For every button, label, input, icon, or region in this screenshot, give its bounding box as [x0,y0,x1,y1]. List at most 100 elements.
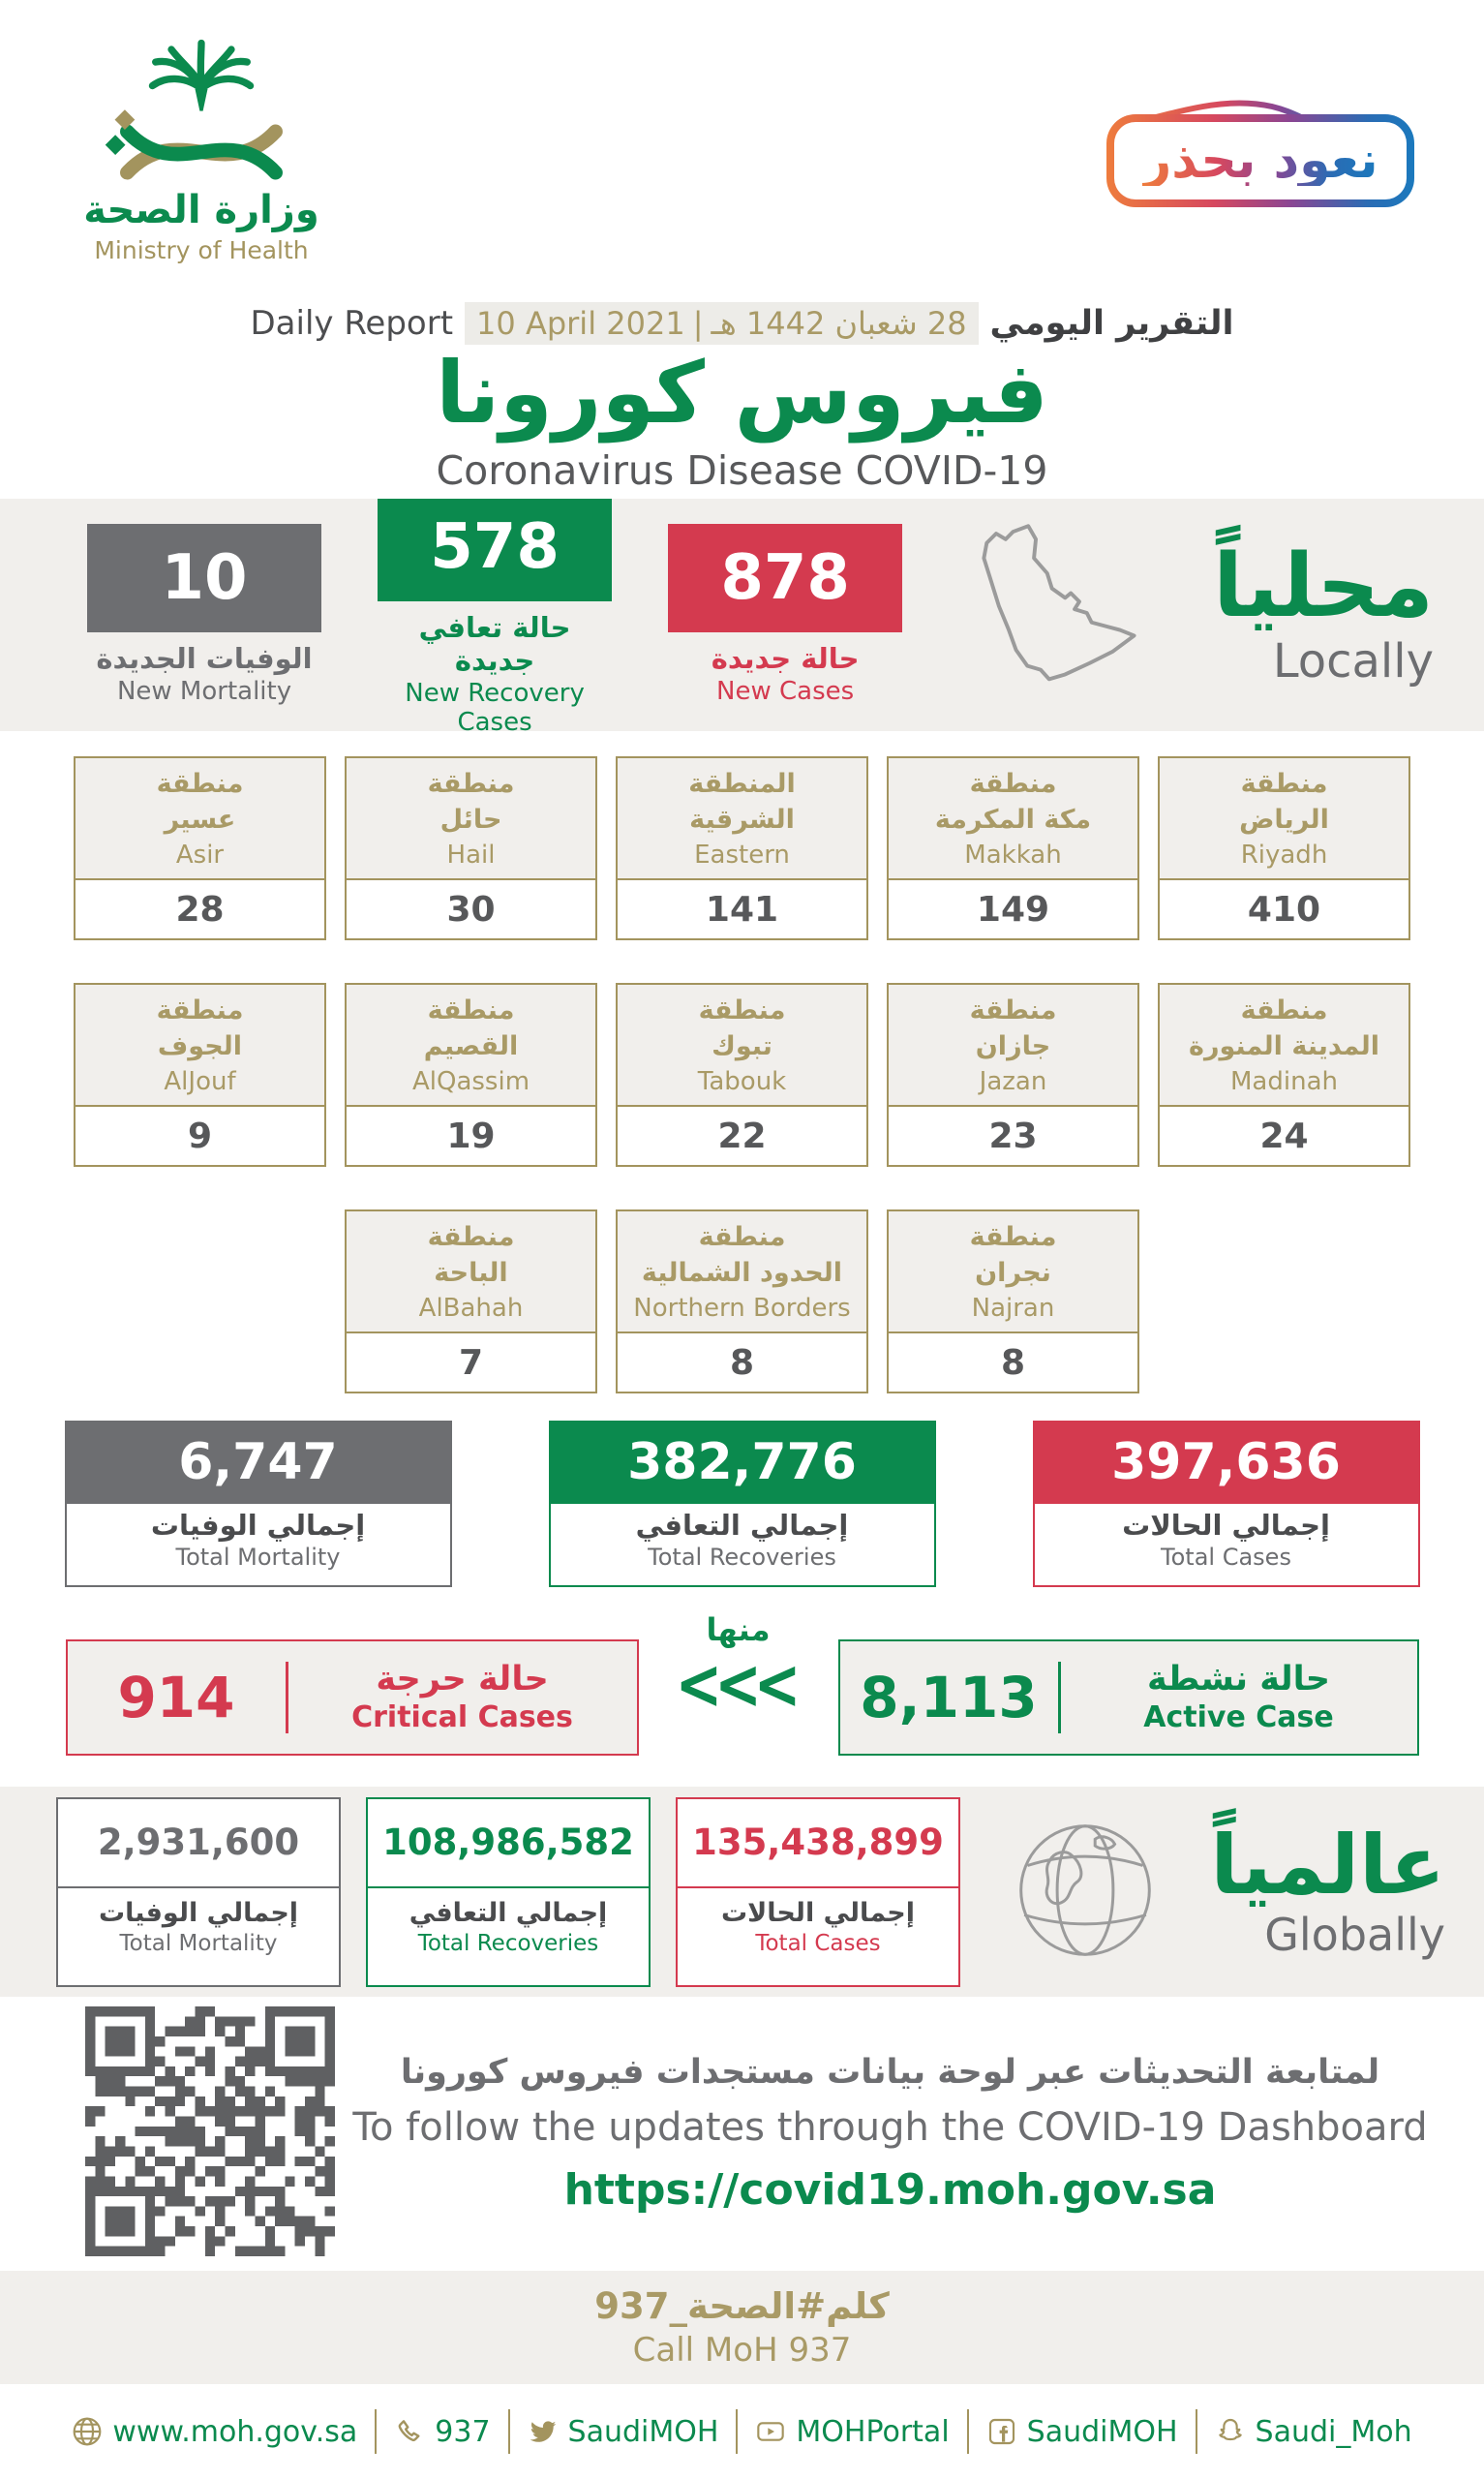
region-name-en: AlJouf [164,1066,236,1096]
total-recoveries-label-ar: إجمالي التعافي [635,1509,849,1542]
total-recoveries-label-en: Total Recoveries [648,1544,836,1571]
footer-link-snapchat[interactable]: Saudi_Moh [1215,2415,1412,2449]
footer-link-phone[interactable]: 937 [394,2414,491,2449]
new-recovery-label-en: New Recovery Cases [405,679,585,737]
region-card-hail: منطقة حائل Hail 30 [345,756,597,940]
region-name-en: Madinah [1230,1066,1338,1096]
new-recovery-stat: 578 حالة تعافي جديدة New Recovery Cases [378,493,613,737]
total-mortality-value: 6,747 [64,1421,452,1504]
dashboard-note-ar: لمتابعة التحديثات عبر لوحة بيانات مستجدا… [400,2053,1380,2092]
region-value: 141 [705,889,779,930]
region-name-ar: منطقة مكة المكرمة [934,769,1092,835]
call-hashtag-ar: كلم#الصحة_937 [594,2285,890,2327]
page-title-arabic: فيروس كورونا [436,343,1048,443]
region-card-alqassim: منطقة القصيم AlQassim 19 [345,983,597,1167]
footer-link-twitter[interactable]: SaudiMOH [528,2414,719,2449]
dashboard-section: لمتابعة التحديثات عبر لوحة بيانات مستجدا… [0,1997,1484,2271]
locally-heading: محلياً Locally [1213,535,1439,689]
region-card-northern-borders: منطقة الحدود الشمالية Northern Borders 8 [616,1209,868,1393]
region-card-makkah: منطقة مكة المكرمة Makkah 149 [887,756,1139,940]
region-value: 149 [976,889,1050,930]
footer-links: www.moh.gov.sa 937 SaudiMOH [0,2384,1484,2479]
critical-cases-label-en: Critical Cases [351,1700,573,1734]
daily-report-english: Daily Report [250,304,454,343]
footer-link-label: SaudiMOH [567,2414,719,2449]
new-mortality-value: 10 [87,524,322,632]
footer-link-label: SaudiMOH [1026,2414,1178,2449]
region-name-ar: منطقة عسير [156,769,244,835]
call-moh-strip: كلم#الصحة_937 Call MoH 937 [0,2271,1484,2384]
region-card-eastern: المنطقة الشرقية Eastern 141 [616,756,868,940]
page-title-english: Coronavirus Disease COVID-19 [436,447,1048,494]
divider [1057,1661,1061,1733]
region-name-en: Riyadh [1240,840,1328,870]
region-name-en: Makkah [964,840,1062,870]
of-which-connector: منها <<< [676,1607,802,1719]
divider [1195,2409,1197,2454]
global-mortality-label-ar: إجمالي الوفيات [98,1897,299,1928]
youtube-icon [755,2416,786,2447]
global-recoveries-value: 108,986,582 [368,1799,649,1888]
of-which-label: منها [706,1611,771,1648]
footer-link-website[interactable]: www.moh.gov.sa [72,2415,357,2449]
total-mortality-box: 6,747 إجمالي الوفيات Total Mortality [64,1421,452,1587]
total-recoveries-value: 382,776 [548,1421,936,1504]
region-value: 28 [175,889,225,930]
call-moh-en: Call MoH 937 [632,2331,852,2370]
new-recovery-label-ar: حالة تعافي جديدة [418,611,571,677]
region-name-ar: منطقة الباحة [427,1222,515,1288]
dashboard-url-link[interactable]: https://covid19.moh.gov.sa [563,2165,1217,2215]
region-value: 24 [1259,1116,1309,1156]
region-name-en: Asir [175,840,225,870]
locally-heading-en: Locally [1272,634,1434,689]
region-card-riyadh: منطقة الرياض Riyadh 410 [1158,756,1410,940]
region-name-ar: منطقة تبوك [698,995,786,1061]
global-cases-label-ar: إجمالي الحالات [720,1897,916,1928]
new-cases-label-ar: حالة جديدة [711,642,860,675]
globally-heading-en: Globally [1264,1908,1445,1961]
region-name-en: Tabouk [697,1066,787,1096]
total-cases-label-en: Total Cases [1161,1544,1291,1571]
regions-section: منطقة عسير Asir 28 منطقة حائل Hail 30 ال… [0,731,1484,1409]
total-cases-value: 397,636 [1032,1421,1420,1504]
total-recoveries-box: 382,776 إجمالي التعافي Total Recoveries [548,1421,936,1587]
new-recovery-value: 578 [378,493,613,601]
critical-cases-label-ar: حالة حرجة [376,1660,549,1699]
logo-title-english: Ministry of Health [94,236,309,264]
region-card-tabouk: منطقة تبوك Tabouk 22 [616,983,868,1167]
chevrons-left-icon: <<< [675,1642,802,1726]
critical-cases-box: 914 حالة حرجة Critical Cases [65,1638,639,1756]
region-name-ar: منطقة حائل [427,769,515,835]
globe-icon [1003,1808,1167,1976]
global-cases-value: 135,438,899 [678,1799,958,1888]
region-card-madinah: منطقة المدينة المنورة Madinah 24 [1158,983,1410,1167]
report-date-hijri: 28 شعبان 1442 هـ [711,305,967,342]
totals-section: 6,747 إجمالي الوفيات Total Mortality 382… [0,1409,1484,1607]
total-mortality-label-en: Total Mortality [175,1544,341,1571]
header: وزارة الصحة Ministry of Health نعود بحذر [0,0,1484,499]
locally-heading-ar: محلياً [1213,535,1434,637]
region-name-ar: منطقة نجران [969,1222,1057,1288]
region-name-en: Northern Borders [633,1293,851,1323]
region-name-en: Jazan [979,1066,1047,1096]
global-cases-label-en: Total Cases [755,1930,881,1956]
region-value: 8 [1000,1342,1026,1383]
date-separator: | [692,305,704,342]
region-name-en: AlQassim [411,1066,530,1096]
region-value: 8 [729,1342,755,1383]
moh-palm-emblem-icon [95,39,308,186]
report-date-english: 10 April 2021 [476,305,685,342]
footer-link-youtube[interactable]: MOHPortal [755,2414,950,2449]
critical-active-section: 914 حالة حرجة Critical Cases منها <<< 8,… [0,1607,1484,1787]
region-value: 23 [988,1116,1038,1156]
footer-link-label: Saudi_Moh [1255,2414,1412,2449]
new-cases-label-en: New Cases [716,677,855,706]
snapchat-icon [1215,2416,1246,2447]
footer-link-label: MOHPortal [796,2414,950,2449]
region-value: 30 [446,889,496,930]
daily-report-arabic: التقرير اليومي [989,304,1234,343]
region-card-jazan: منطقة جازان Jazan 23 [887,983,1139,1167]
footer-link-facebook[interactable]: SaudiMOH [986,2415,1178,2449]
footer-link-label: 937 [435,2414,491,2449]
